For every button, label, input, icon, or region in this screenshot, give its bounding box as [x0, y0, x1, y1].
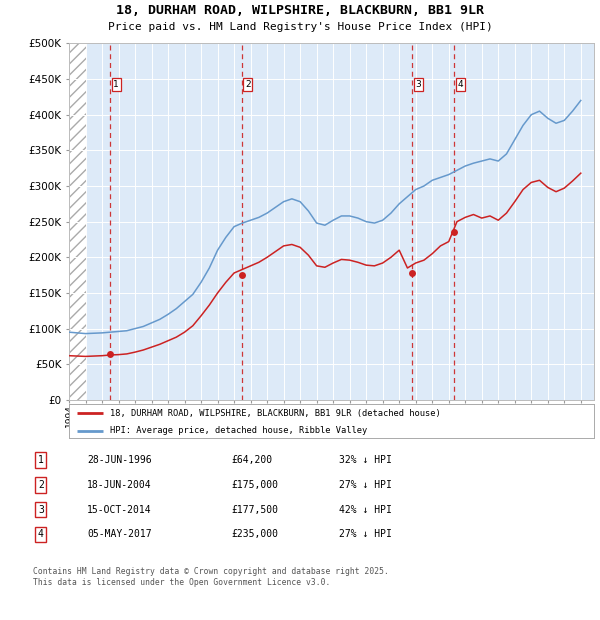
Text: 3: 3: [416, 80, 421, 89]
Text: £177,500: £177,500: [231, 505, 278, 515]
Text: 05-MAY-2017: 05-MAY-2017: [87, 529, 152, 539]
Text: £64,200: £64,200: [231, 455, 272, 465]
Text: 28-JUN-1996: 28-JUN-1996: [87, 455, 152, 465]
Text: £175,000: £175,000: [231, 480, 278, 490]
Text: £235,000: £235,000: [231, 529, 278, 539]
Text: 1: 1: [38, 455, 44, 465]
Text: 42% ↓ HPI: 42% ↓ HPI: [339, 505, 392, 515]
Text: 3: 3: [38, 505, 44, 515]
Text: 18, DURHAM ROAD, WILPSHIRE, BLACKBURN, BB1 9LR (detached house): 18, DURHAM ROAD, WILPSHIRE, BLACKBURN, B…: [110, 409, 440, 418]
Text: 18-JUN-2004: 18-JUN-2004: [87, 480, 152, 490]
Text: 32% ↓ HPI: 32% ↓ HPI: [339, 455, 392, 465]
Text: 2: 2: [245, 80, 251, 89]
Text: Contains HM Land Registry data © Crown copyright and database right 2025.
This d: Contains HM Land Registry data © Crown c…: [33, 567, 389, 587]
Text: 15-OCT-2014: 15-OCT-2014: [87, 505, 152, 515]
Text: 1: 1: [113, 80, 119, 89]
Text: Price paid vs. HM Land Registry's House Price Index (HPI): Price paid vs. HM Land Registry's House …: [107, 22, 493, 32]
Text: HPI: Average price, detached house, Ribble Valley: HPI: Average price, detached house, Ribb…: [110, 427, 367, 435]
Text: 27% ↓ HPI: 27% ↓ HPI: [339, 529, 392, 539]
Text: 4: 4: [458, 80, 463, 89]
Text: 18, DURHAM ROAD, WILPSHIRE, BLACKBURN, BB1 9LR: 18, DURHAM ROAD, WILPSHIRE, BLACKBURN, B…: [116, 4, 484, 17]
Text: 4: 4: [38, 529, 44, 539]
Text: 2: 2: [38, 480, 44, 490]
Text: 27% ↓ HPI: 27% ↓ HPI: [339, 480, 392, 490]
